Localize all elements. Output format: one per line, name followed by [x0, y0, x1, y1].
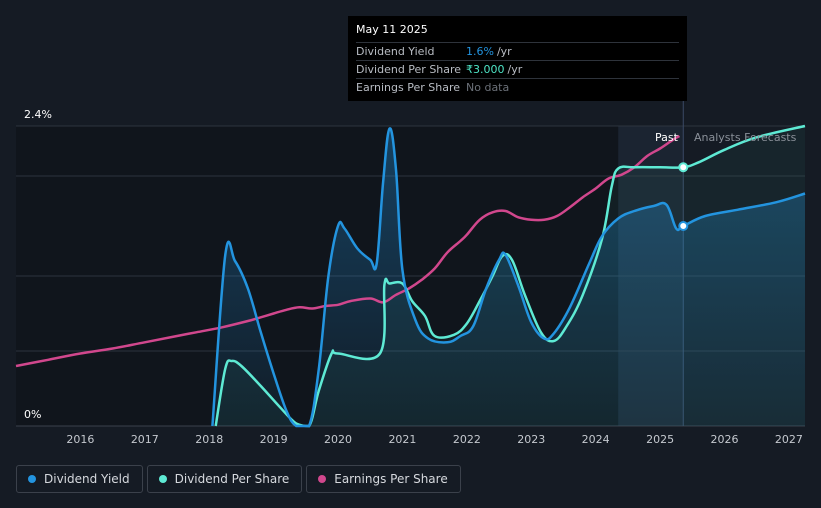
x-tick-label: 2024 [582, 433, 610, 446]
dividend-yield-area [212, 128, 805, 427]
x-tick-label: 2018 [195, 433, 223, 446]
tooltip-unit: /yr [496, 45, 512, 58]
chart-legend: Dividend Yield Dividend Per Share Earnin… [16, 465, 461, 493]
tooltip-row-dividend-per-share: Dividend Per Share ₹3.000 /yr [356, 60, 679, 78]
tooltip-row-earnings-per-share: Earnings Per Share No data [356, 78, 679, 96]
x-tick-label: 2016 [66, 433, 94, 446]
tooltip-label: Dividend Per Share [356, 63, 462, 76]
tooltip-label: Dividend Yield [356, 45, 435, 58]
legend-dot-icon [28, 475, 36, 483]
legend-dot-icon [318, 475, 327, 483]
legend-label: Earnings Per Share [334, 472, 448, 486]
x-tick-label: 2023 [517, 433, 545, 446]
x-tick-label: 2020 [324, 433, 352, 446]
legend-dot-icon [158, 475, 167, 483]
tooltip-label: Earnings Per Share [356, 81, 461, 94]
tooltip-value: ₹3.000 [466, 63, 505, 76]
dividend-per-share-area [215, 126, 806, 426]
tooltip-value: 1.6% [466, 45, 494, 58]
highlight-point [678, 162, 689, 173]
hover-tooltip: May 11 2025 Dividend Yield 1.6% /yr Divi… [348, 16, 687, 101]
tooltip-row-dividend-yield: Dividend Yield 1.6% /yr [356, 42, 679, 60]
y-tick-label-bottom: 0% [24, 408, 42, 421]
tooltip-date: May 11 2025 [356, 23, 428, 36]
legend-item-dividend-yield[interactable]: Dividend Yield [16, 465, 143, 493]
x-tick-label: 2027 [775, 433, 803, 446]
legend-label: Dividend Per Share [174, 472, 290, 486]
legend-item-earnings-per-share[interactable]: Earnings Per Share [306, 465, 461, 493]
tooltip-value: No data [466, 81, 510, 94]
x-tick-label: 2017 [131, 433, 159, 446]
forecast-region-label: Analysts Forecasts [694, 131, 797, 144]
legend-label: Dividend Yield [44, 472, 130, 486]
highlight-point [678, 221, 689, 231]
y-tick-label-top: 2.4% [24, 108, 52, 121]
x-tick-label: 2025 [646, 433, 674, 446]
x-tick-label: 2019 [260, 433, 288, 446]
dividend-yield-line [211, 127, 806, 428]
tooltip-unit: /yr [507, 63, 523, 76]
past-region-label: Past [655, 131, 678, 144]
legend-item-dividend-per-share[interactable]: Dividend Per Share [146, 465, 303, 493]
earnings-per-share-line [15, 134, 681, 368]
x-tick-label: 2026 [710, 433, 738, 446]
x-tick-label: 2022 [453, 433, 481, 446]
x-tick-label: 2021 [388, 433, 416, 446]
